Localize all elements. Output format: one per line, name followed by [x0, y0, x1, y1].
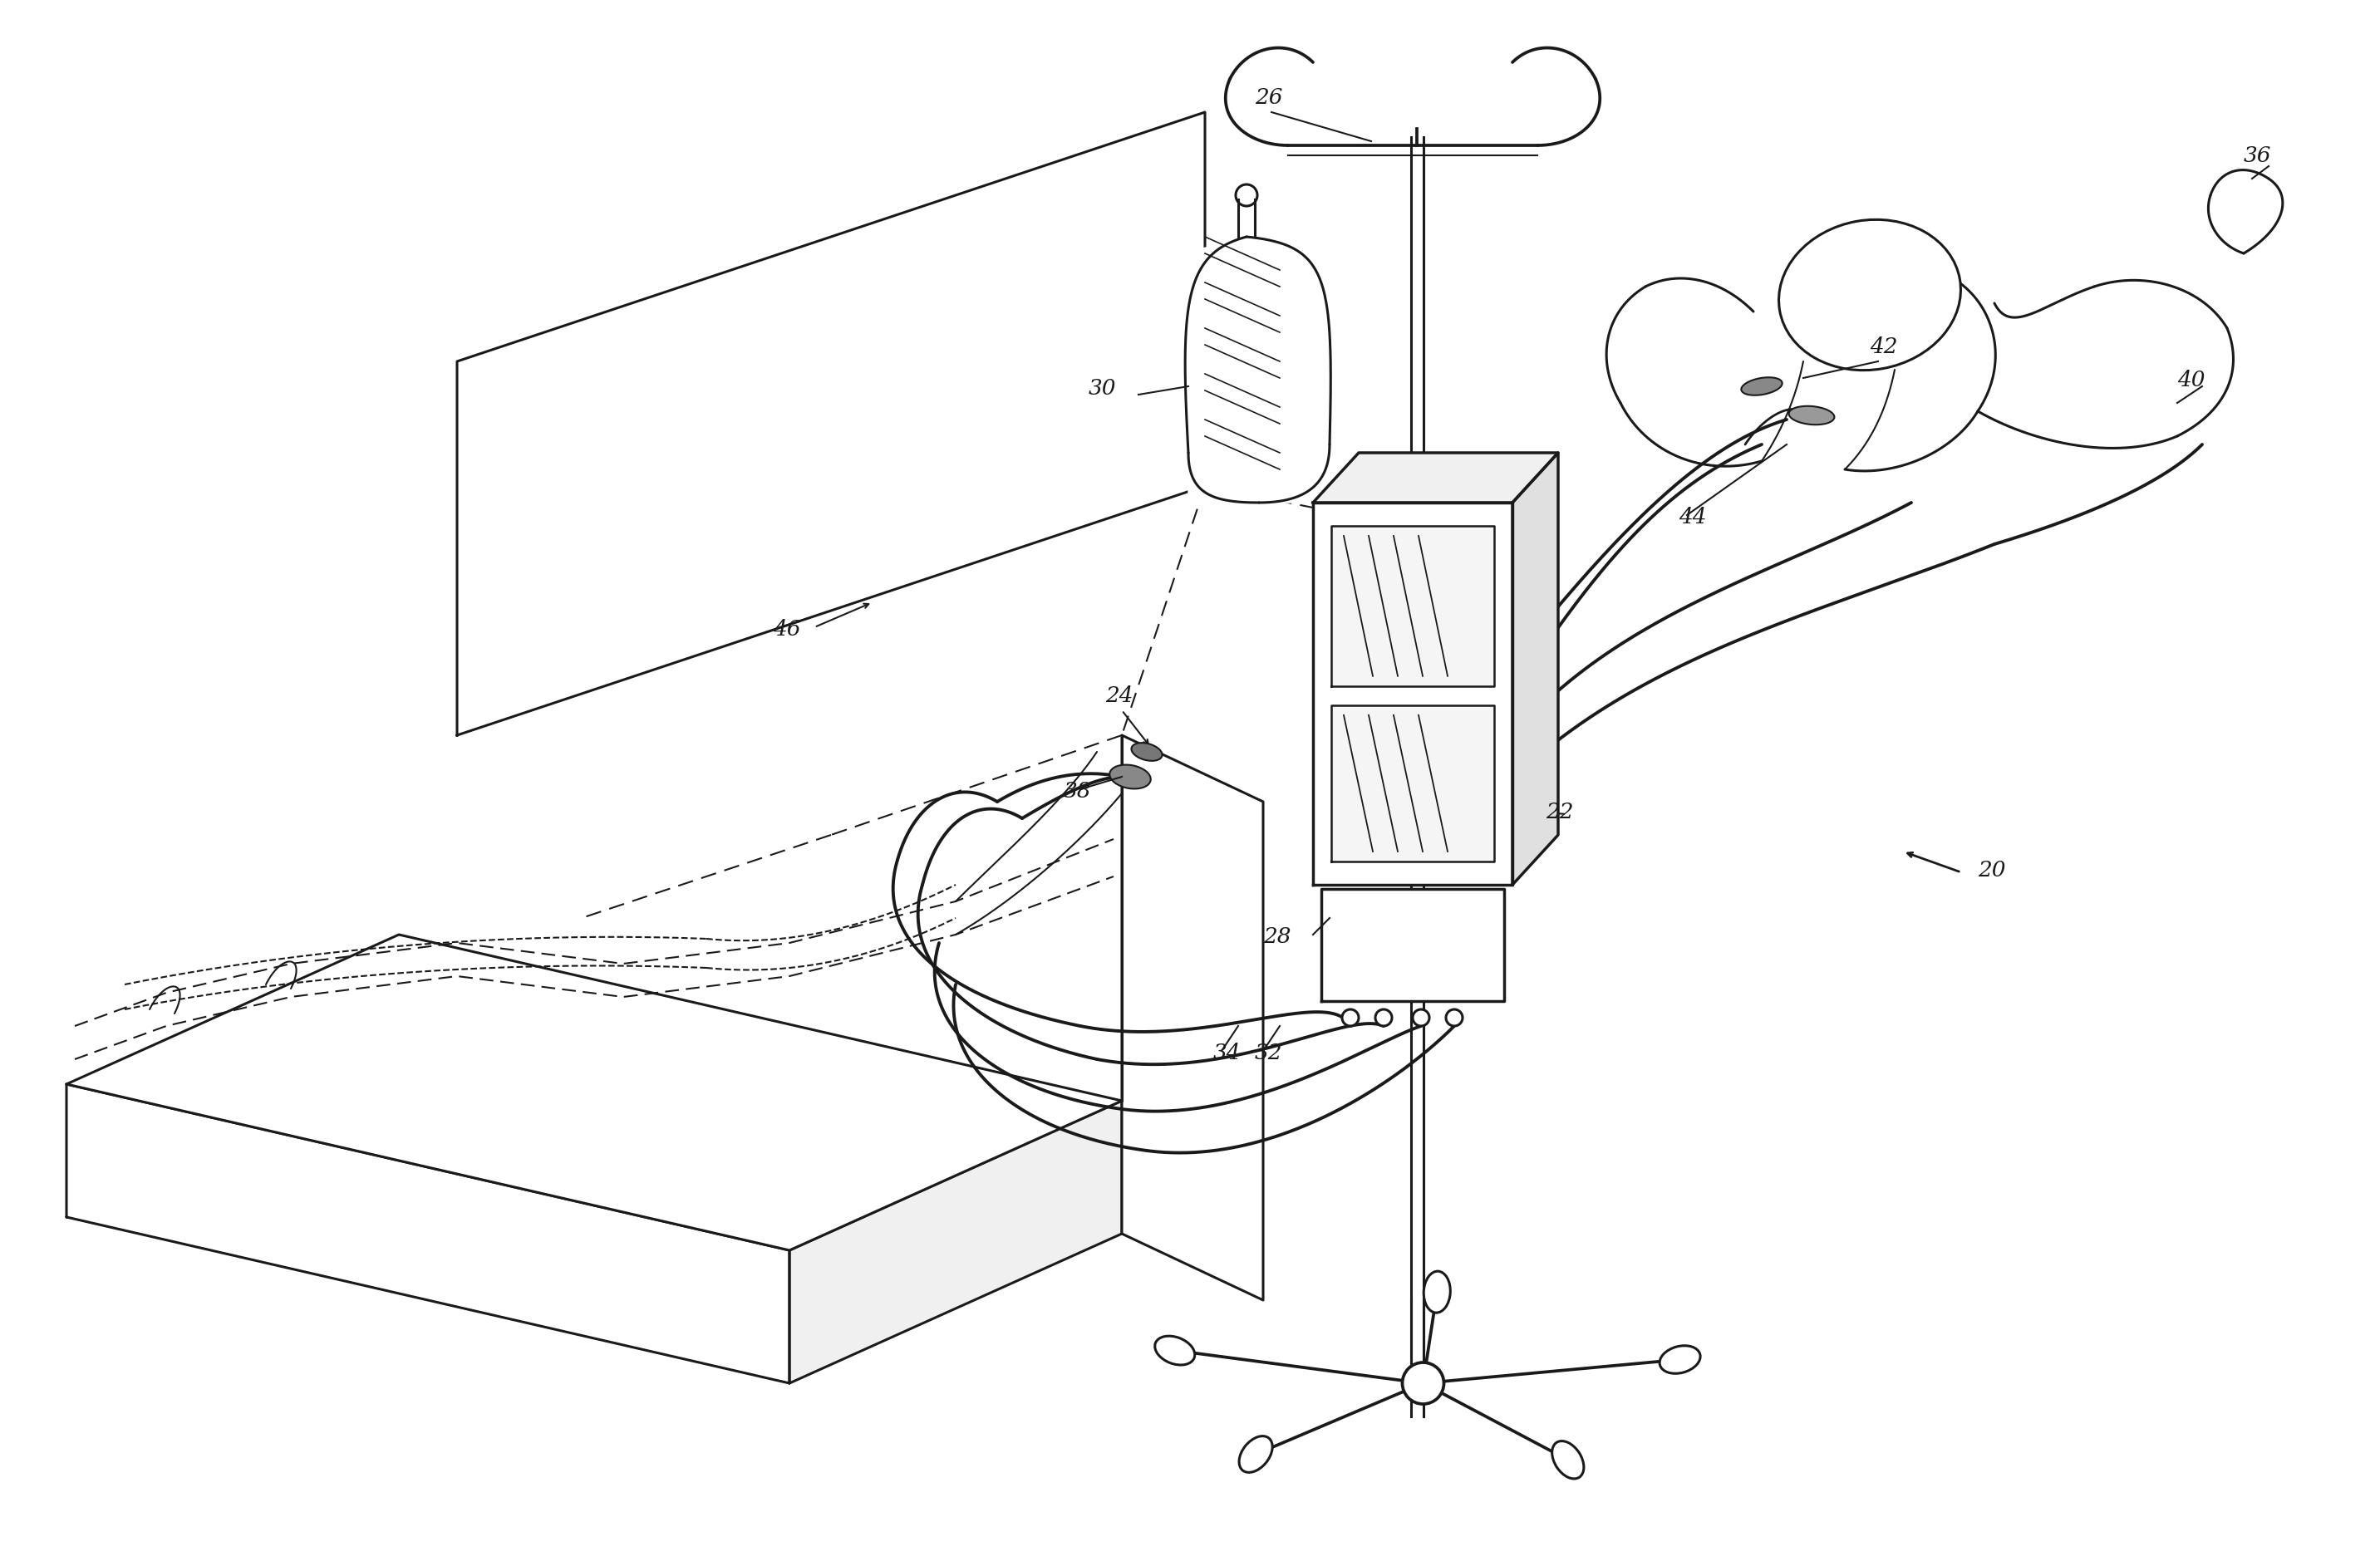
Text: 44: 44 [1678, 507, 1706, 528]
Text: 36: 36 [2244, 146, 2271, 166]
Polygon shape [1411, 1300, 1423, 1383]
Text: 20: 20 [1978, 860, 2006, 880]
Polygon shape [1321, 889, 1504, 1001]
Polygon shape [1511, 453, 1559, 885]
Circle shape [1447, 1010, 1464, 1026]
Text: 38: 38 [1064, 781, 1092, 802]
Polygon shape [1314, 503, 1511, 885]
Text: 24: 24 [1104, 686, 1133, 706]
Polygon shape [1121, 734, 1264, 1300]
Circle shape [1376, 1010, 1392, 1026]
Polygon shape [1330, 526, 1495, 686]
Polygon shape [67, 935, 1121, 1250]
Polygon shape [1411, 138, 1423, 1417]
Ellipse shape [1742, 377, 1783, 395]
Polygon shape [457, 113, 1204, 734]
Ellipse shape [1154, 1336, 1195, 1366]
Ellipse shape [1790, 406, 1835, 424]
Ellipse shape [1109, 764, 1150, 789]
Ellipse shape [1423, 1272, 1449, 1312]
Polygon shape [67, 1084, 790, 1383]
Text: 40: 40 [2178, 370, 2206, 390]
Text: 34: 34 [1214, 1043, 1240, 1063]
Ellipse shape [1240, 1436, 1273, 1472]
Text: 32: 32 [1254, 1043, 1283, 1063]
Polygon shape [1180, 236, 1333, 503]
Text: 30: 30 [1088, 377, 1116, 399]
Polygon shape [1314, 453, 1559, 503]
Ellipse shape [1659, 1345, 1699, 1373]
Text: 46: 46 [774, 619, 800, 639]
Text: 28: 28 [1264, 927, 1290, 947]
Text: 26: 26 [1254, 88, 1283, 108]
Circle shape [1414, 1010, 1430, 1026]
Circle shape [1402, 1362, 1445, 1405]
Circle shape [1342, 1010, 1359, 1026]
Polygon shape [790, 1101, 1121, 1383]
Text: 22: 22 [1545, 802, 1573, 822]
Polygon shape [1330, 705, 1495, 861]
Ellipse shape [1778, 219, 1961, 370]
Ellipse shape [1552, 1441, 1583, 1478]
Ellipse shape [1130, 742, 1161, 761]
Text: 42: 42 [1871, 337, 1897, 357]
